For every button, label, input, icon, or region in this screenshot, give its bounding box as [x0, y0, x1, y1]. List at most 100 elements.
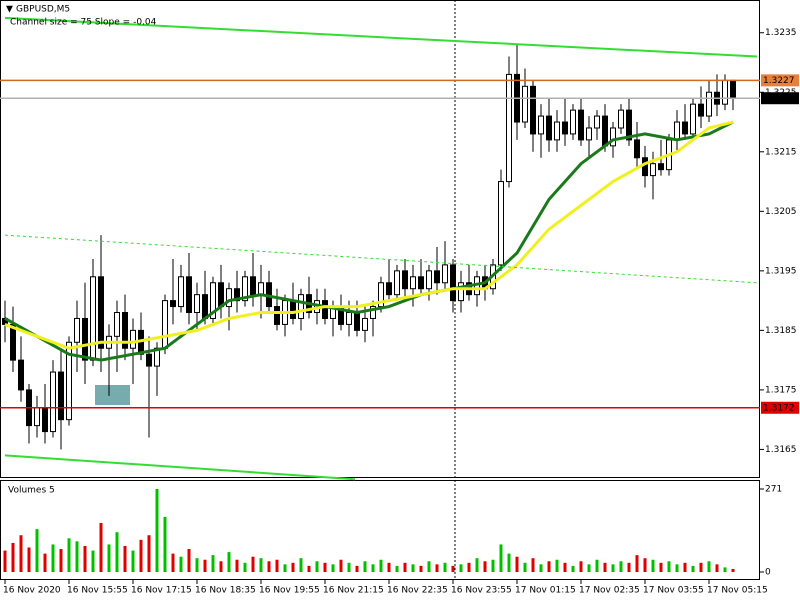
candle-body — [698, 103, 704, 117]
candle-body — [418, 276, 424, 290]
volume-title: Volumes 5 — [8, 486, 55, 496]
overlay-line — [4, 454, 356, 481]
candle-body — [610, 127, 616, 147]
candle-body — [250, 276, 256, 296]
candle-body — [50, 371, 56, 433]
x-tick-label: 17 Nov 03:55 — [643, 586, 704, 596]
indicator-label: Channel size = 75 Slope = -0.04 — [10, 18, 157, 28]
candle-body — [354, 312, 360, 331]
y-tick-label: 0 — [765, 568, 771, 578]
candle-body — [530, 85, 536, 135]
x-tick-label: 16 Nov 23:55 — [451, 586, 512, 596]
y-tick-label: 1.3235 — [765, 28, 797, 38]
candle-body — [114, 312, 120, 337]
candle-body — [242, 276, 248, 302]
candle-body — [10, 323, 16, 361]
candle-body — [394, 270, 400, 296]
candle-body — [122, 312, 128, 349]
x-tick-label: 16 Nov 2020 — [3, 586, 61, 596]
candle-body — [202, 294, 208, 319]
candle-body — [618, 109, 624, 129]
chart-title: GBPUSD,M5 — [16, 5, 70, 15]
candle-body — [186, 276, 192, 314]
candle-body — [90, 276, 96, 361]
candle-body — [42, 407, 48, 433]
candle-body — [570, 109, 576, 135]
candle-body — [642, 157, 648, 177]
candle-body — [146, 353, 152, 367]
level-label: 1.3224 — [763, 94, 795, 104]
x-tick-label: 17 Nov 05:15 — [707, 586, 768, 596]
candle-body — [370, 306, 376, 319]
candle-body — [322, 300, 328, 319]
candle-body — [650, 163, 656, 177]
symbol-marker: ▼ — [6, 5, 13, 15]
candle-body — [594, 115, 600, 129]
y-tick-label: 1.3195 — [765, 266, 797, 276]
x-tick-label: 16 Nov 21:15 — [323, 586, 384, 596]
x-tick-label: 16 Nov 18:35 — [195, 586, 256, 596]
candle-body — [450, 264, 456, 302]
candle-body — [602, 115, 608, 147]
price-frame — [0, 0, 760, 478]
x-tick-label: 16 Nov 19:55 — [259, 586, 320, 596]
candle-body — [402, 270, 408, 290]
candle-body — [290, 300, 296, 319]
candle-body — [410, 276, 416, 290]
candle-body — [298, 294, 304, 319]
candle-body — [586, 127, 592, 141]
candle-body — [274, 306, 280, 325]
candle-body — [386, 282, 392, 296]
candle-body — [218, 282, 224, 308]
volume-frame — [0, 480, 760, 580]
y-tick-label: 1.3205 — [765, 207, 797, 217]
level-label: 1.3172 — [763, 403, 795, 413]
candle-body — [442, 264, 448, 284]
candle-body — [546, 115, 552, 141]
candle-body — [626, 109, 632, 141]
candle-body — [426, 270, 432, 290]
candle-body — [58, 371, 64, 421]
candle-body — [178, 276, 184, 308]
candle-body — [634, 139, 640, 159]
x-tick-label: 16 Nov 22:35 — [387, 586, 448, 596]
overlay-line — [4, 16, 758, 58]
level-label-bg — [761, 74, 799, 87]
y-tick-label: 1.3215 — [765, 147, 797, 157]
candle-body — [258, 282, 264, 296]
candle-body — [538, 115, 544, 135]
candle-body — [170, 300, 176, 308]
marks — [0, 16, 764, 584]
y-tick-label: 271 — [765, 485, 782, 495]
x-tick-label: 16 Nov 17:15 — [131, 586, 192, 596]
candle-body — [434, 270, 440, 284]
x-tick-label: 17 Nov 02:35 — [579, 586, 640, 596]
y-tick-label: 1.3165 — [765, 445, 797, 455]
candle-body — [74, 317, 80, 343]
candle-body — [194, 294, 200, 314]
x-tick-label: 17 Nov 01:15 — [515, 586, 576, 596]
candle-body — [18, 359, 24, 391]
candle-body — [346, 312, 352, 325]
overlay-line — [4, 120, 734, 350]
candle-body — [458, 282, 464, 302]
candle-body — [682, 121, 688, 135]
candle-body — [554, 121, 560, 141]
candle-body — [66, 341, 72, 421]
x-tick-label: 16 Nov 15:55 — [67, 586, 128, 596]
level-label: 1.3227 — [763, 76, 795, 86]
candle-body — [130, 329, 136, 349]
y-tick-label: 1.3175 — [765, 385, 797, 395]
highlight-zone — [95, 385, 130, 405]
candle-body — [722, 79, 728, 105]
candle-body — [82, 317, 88, 361]
candle-body — [706, 91, 712, 117]
candle-body — [162, 300, 168, 349]
candle-body — [658, 163, 664, 171]
candle-body — [506, 73, 512, 183]
candle-body — [98, 276, 104, 349]
candle-body — [730, 79, 736, 99]
level-label-bg — [761, 401, 799, 414]
candle-body — [578, 109, 584, 141]
